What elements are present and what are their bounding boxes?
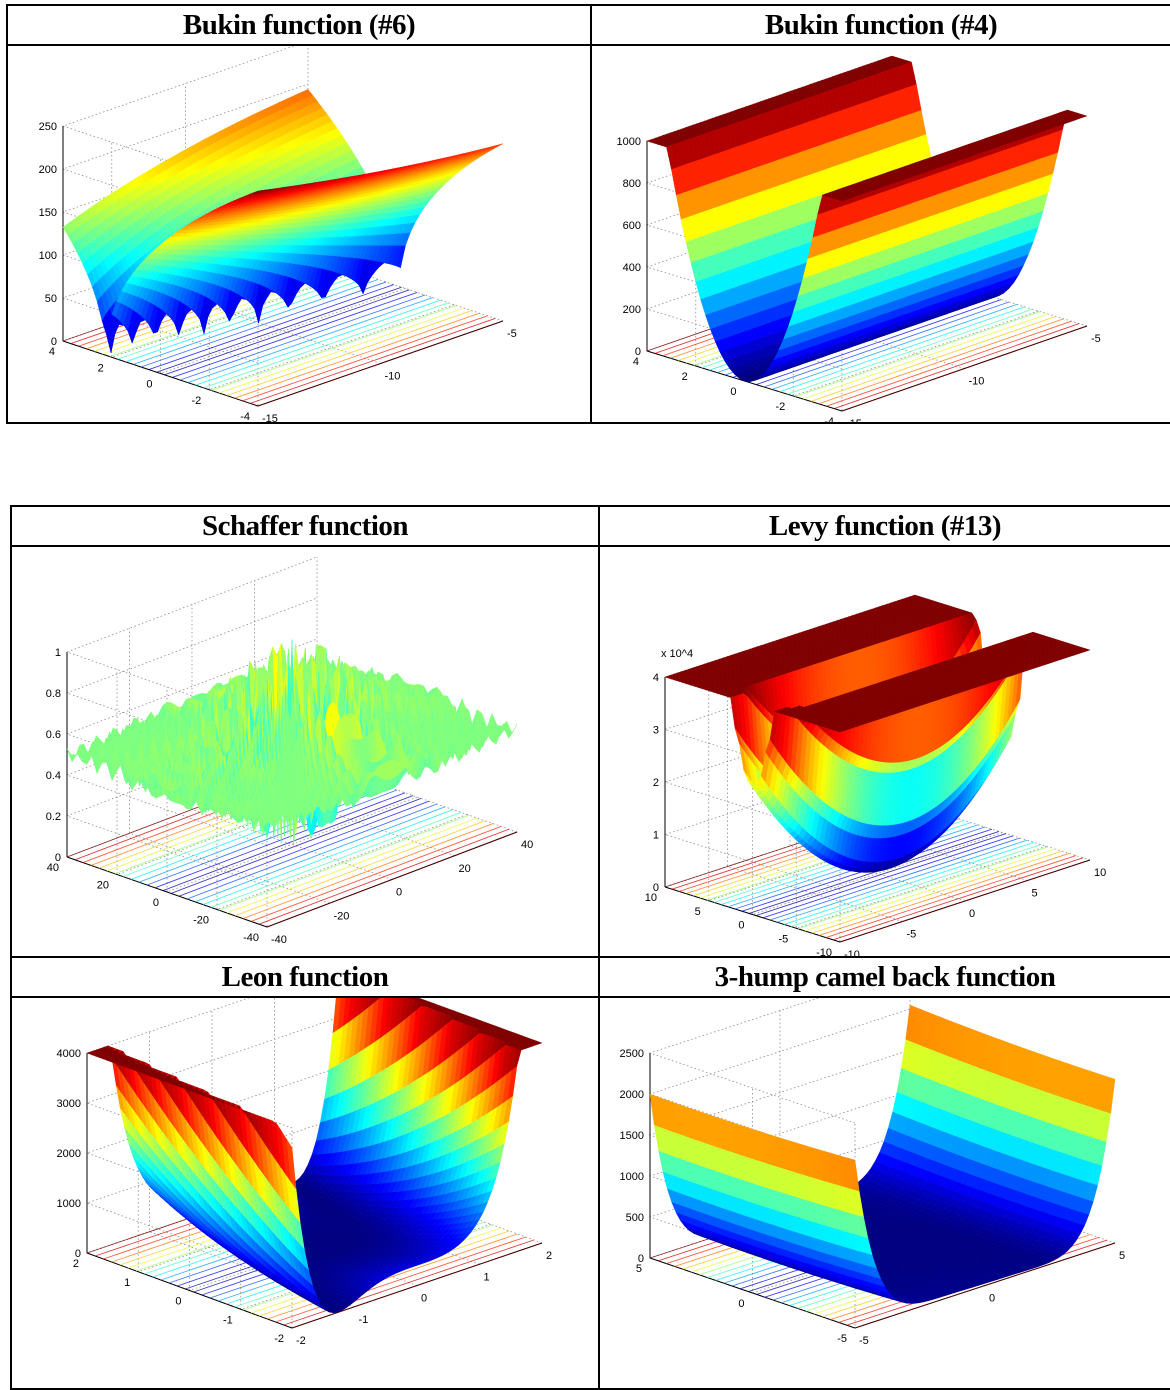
y-tick-label: 4 [49,346,55,358]
z-tick-label: 200 [623,304,641,316]
contour-line [242,316,487,401]
panel-title: Schaffer function [12,507,598,547]
z-tick-label: 200 [39,164,57,176]
contour-line [211,812,461,907]
x-tick-label: -15 [846,418,862,422]
y-tick-label: 2 [98,362,104,374]
surface [67,640,517,845]
contour-line [235,313,480,398]
surface [647,56,1087,382]
z-tick-label: 100 [39,250,57,262]
panel-bukin6: Bukin function (#6) 0 50 100 150 200 250 -15 -1… [6,4,592,424]
y-tick-label: -2 [775,401,785,413]
contour-line [227,311,472,396]
panel-bukin4: Bukin function (#4) 0 200 400 600 800 1000 -15… [590,4,1170,424]
contour-line [259,829,509,924]
surface [63,89,503,352]
panel-title: Bukin function (#4) [592,6,1170,46]
z-tick-label: 600 [623,220,641,232]
y-tick-label: -4 [824,416,834,422]
x-tick-label: -10 [969,376,985,388]
x-tick-label: -15 [262,413,278,422]
contour-line [219,815,469,910]
contour-line [219,308,464,393]
z-tick-label: 400 [623,262,641,274]
y-tick-label: -2 [191,395,201,407]
x-tick-label: -10 [385,371,401,383]
y-tick-label: 0 [730,386,736,398]
contour-line [211,305,456,390]
y-tick-label: 4 [633,356,639,368]
z-tick-label: 150 [39,207,57,219]
y-tick-label: -4 [240,411,250,422]
contour-line [250,318,495,403]
z-tick-label: 1000 [617,136,641,148]
contour-line [842,326,1087,411]
y-tick-label: 2 [682,371,688,383]
z-tick-label: 50 [45,293,57,305]
x-tick-label: -5 [507,328,517,340]
x-tick-label: -5 [1091,333,1101,345]
contour-line [267,832,517,927]
y-tick-label: 0 [146,379,152,391]
contour-line [235,821,485,916]
z-tick-label: 800 [623,178,641,190]
panel-title: Bukin function (#6) [8,6,590,46]
contour-line [203,810,453,905]
contour-line [243,824,493,919]
z-tick-label: 250 [39,121,57,133]
contour-line [180,295,425,380]
contour-line [203,303,448,388]
contour-line [258,321,503,406]
